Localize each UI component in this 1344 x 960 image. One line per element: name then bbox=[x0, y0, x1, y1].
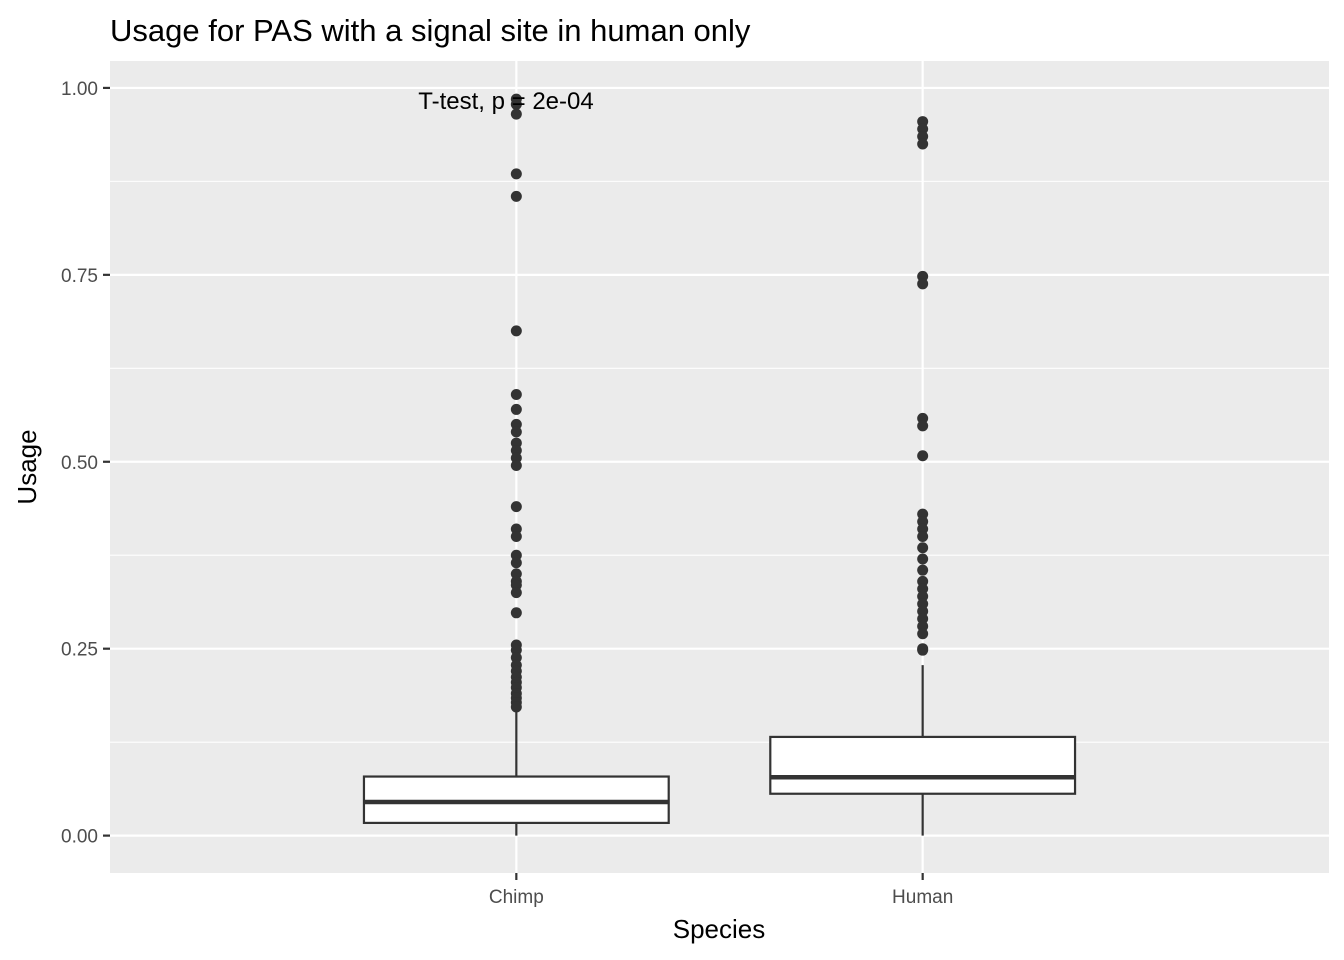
y-tick-label: 0.25 bbox=[61, 640, 98, 661]
boxes-layer bbox=[362, 665, 1077, 836]
outlier-point bbox=[917, 138, 929, 150]
outlier-point bbox=[917, 420, 929, 432]
outlier-point bbox=[510, 403, 522, 415]
x-axis-title: Species bbox=[673, 914, 766, 944]
y-tick-label: 0.50 bbox=[61, 453, 98, 474]
outlier-point bbox=[510, 426, 522, 438]
outlier-point bbox=[510, 557, 522, 569]
ttest-annotation: T-test, p = 2e-04 bbox=[418, 88, 593, 115]
outlier-point bbox=[917, 628, 929, 640]
x-tick-label: Human bbox=[892, 887, 953, 908]
x-axis: Chimp Human bbox=[489, 873, 953, 908]
outlier-point bbox=[510, 460, 522, 472]
iqr-box bbox=[769, 735, 1077, 795]
outlier-point bbox=[510, 325, 522, 337]
y-tick-label: 0.75 bbox=[61, 266, 98, 287]
outlier-point bbox=[510, 168, 522, 180]
box-human bbox=[769, 665, 1077, 836]
y-axis: 0.00 0.25 0.50 0.75 1.00 bbox=[61, 79, 110, 848]
outlier-point bbox=[510, 190, 522, 202]
y-tick-label: 0.00 bbox=[61, 827, 98, 848]
outlier-point bbox=[510, 98, 522, 110]
y-axis-title: Usage bbox=[12, 429, 42, 504]
x-tick-label: Chimp bbox=[489, 887, 544, 908]
outliers-layer bbox=[510, 93, 929, 713]
outlier-point bbox=[510, 501, 522, 513]
outlier-point bbox=[917, 542, 929, 554]
outlier-point bbox=[917, 278, 929, 290]
outlier-point bbox=[510, 531, 522, 543]
box-chimp bbox=[362, 708, 670, 836]
minor-gridlines bbox=[110, 180, 1329, 743]
outlier-point bbox=[510, 388, 522, 400]
outlier-point bbox=[510, 701, 522, 713]
y-tick-label: 1.00 bbox=[61, 79, 98, 100]
outlier-point bbox=[917, 450, 929, 462]
outlier-point bbox=[917, 644, 929, 656]
outlier-point bbox=[510, 607, 522, 619]
outlier-point bbox=[917, 553, 929, 565]
chart-title: Usage for PAS with a signal site in huma… bbox=[110, 13, 751, 48]
outlier-point bbox=[510, 587, 522, 599]
outlier-point bbox=[917, 564, 929, 576]
plot-panel bbox=[110, 61, 1329, 873]
outlier-point bbox=[510, 108, 522, 120]
outlier-point bbox=[917, 531, 929, 543]
